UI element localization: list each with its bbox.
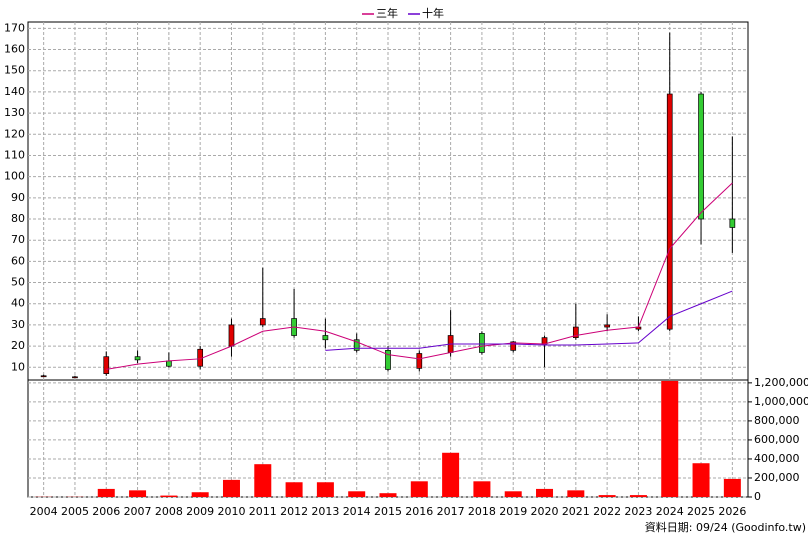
y-tick-label: 150	[4, 64, 25, 77]
y2-tick-label: 0	[754, 490, 761, 503]
volume-bar	[567, 490, 585, 497]
volume-bar	[504, 491, 522, 497]
y-tick-label: 80	[11, 212, 25, 225]
x-tick-label: 2008	[155, 505, 183, 518]
y2-tick-label: 1,200,000	[754, 376, 808, 389]
x-tick-label: 2005	[61, 505, 89, 518]
volume-bar	[191, 492, 209, 497]
candle-body	[322, 335, 329, 341]
volume-bar	[629, 495, 647, 497]
y-tick-label: 70	[11, 233, 25, 246]
volume-bar	[723, 478, 741, 497]
y-tick-label: 40	[11, 297, 25, 310]
x-tick-label: 2012	[280, 505, 308, 518]
candle-body	[353, 339, 360, 351]
candle-body	[729, 218, 736, 228]
x-tick-label: 2014	[343, 505, 371, 518]
candle-body	[698, 93, 704, 220]
x-tick-label: 2021	[562, 505, 590, 518]
candle-body	[103, 356, 110, 374]
y-tick-label: 140	[4, 85, 25, 98]
x-tick-label: 2018	[468, 505, 496, 518]
candle-body	[604, 324, 610, 328]
y-tick-label: 100	[4, 170, 25, 183]
candle-body	[72, 376, 78, 379]
y-tick-label: 130	[4, 106, 25, 119]
candle-body	[416, 353, 423, 369]
y-tick-label: 160	[4, 43, 25, 56]
volume-bar	[598, 495, 616, 497]
candle-body	[385, 349, 391, 370]
candle-body	[259, 318, 266, 326]
volume-bar	[379, 493, 397, 497]
x-tick-label: 2013	[311, 505, 339, 518]
x-tick-label: 2020	[531, 505, 559, 518]
y2-tick-label: 200,000	[754, 471, 800, 484]
footer: 資料日期: 09/24 (Goodinfo.tw)	[645, 520, 806, 534]
ma-line	[325, 290, 733, 351]
x-tick-label: 2019	[499, 505, 527, 518]
y2-tick-label: 1,000,000	[754, 395, 808, 408]
volume-bar	[348, 491, 366, 497]
y-tick-label: 120	[4, 127, 25, 140]
y-tick-label: 170	[4, 21, 25, 34]
y2-tick-label: 400,000	[754, 452, 800, 465]
legend-label: 三年	[376, 6, 398, 20]
candle-body	[666, 93, 673, 330]
candle-body	[40, 375, 47, 378]
volume-bar	[285, 482, 303, 497]
x-tick-label: 2006	[92, 505, 120, 518]
x-tick-label: 2024	[656, 505, 684, 518]
x-tick-label: 2017	[437, 505, 465, 518]
volume-bar	[97, 488, 115, 497]
volume-bar	[473, 481, 491, 497]
x-tick-label: 2025	[687, 505, 715, 518]
legend-label: 十年	[422, 6, 444, 20]
x-tick-label: 2015	[374, 505, 402, 518]
x-tick-label: 2023	[624, 505, 652, 518]
volume-bar	[222, 479, 240, 497]
x-tick-label: 2016	[405, 505, 433, 518]
candle-body	[166, 360, 172, 367]
x-tick-label: 2004	[30, 505, 58, 518]
volume-bar	[442, 452, 460, 497]
y-tick-label: 10	[11, 360, 25, 373]
volume-bar	[410, 481, 428, 497]
x-tick-label: 2022	[593, 505, 621, 518]
candle-body	[479, 333, 485, 353]
y-tick-label: 110	[4, 148, 25, 161]
volume-bar	[536, 488, 554, 497]
x-tick-label: 2009	[186, 505, 214, 518]
y-tick-label: 50	[11, 276, 25, 289]
y-tick-label: 60	[11, 254, 25, 267]
x-tick-label: 2011	[249, 505, 277, 518]
y-tick-label: 90	[11, 191, 25, 204]
y-tick-label: 30	[11, 318, 25, 331]
candle-body	[134, 356, 141, 361]
x-tick-label: 2026	[718, 505, 746, 518]
volume-bar	[160, 495, 178, 497]
x-tick-label: 2010	[217, 505, 245, 518]
y2-tick-label: 800,000	[754, 414, 800, 427]
volume-bar	[316, 482, 334, 497]
y-tick-label: 20	[11, 339, 25, 352]
volume-bar	[129, 490, 147, 497]
volume-bar	[254, 464, 272, 497]
y2-tick-label: 600,000	[754, 433, 800, 446]
volume-bar	[661, 380, 679, 497]
candle-body	[572, 326, 579, 338]
ma-line	[106, 182, 733, 370]
candle-body	[510, 341, 517, 351]
volume-bar	[692, 463, 710, 497]
x-tick-label: 2007	[124, 505, 152, 518]
candle-body	[228, 324, 235, 347]
